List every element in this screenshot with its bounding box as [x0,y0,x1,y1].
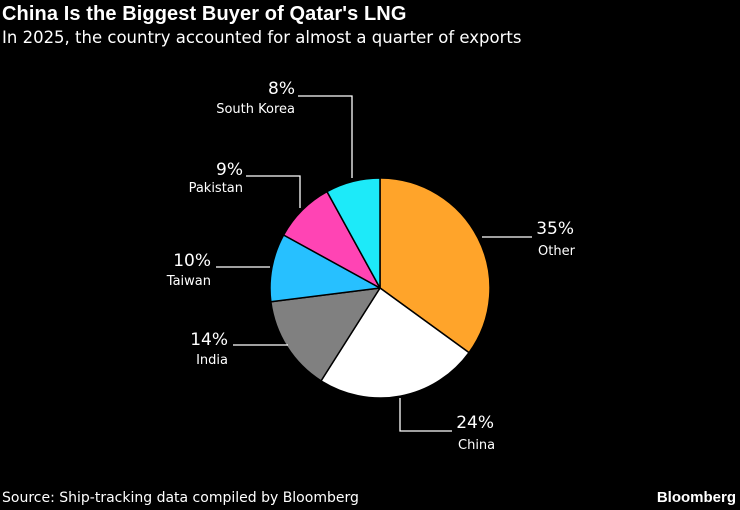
category-label-other: Other [538,244,576,259]
leader-line-south-korea [298,95,353,178]
value-label-other: 35% [536,219,574,239]
chart-subtitle: In 2025, the country accounted for almos… [2,28,522,47]
value-label-china: 24% [456,413,494,433]
slice-other [379,177,491,354]
slice-china [320,287,470,399]
category-label-china: China [458,438,495,453]
slice-south-korea [326,177,381,289]
value-label-south-korea: 8% [268,79,295,99]
source-note: Source: Ship-tracking data compiled by B… [2,490,359,506]
category-label-pakistan: Pakistan [189,181,243,196]
leader-line-pakistan [246,175,301,208]
slice-india [270,287,381,382]
leader-line-china [399,398,452,432]
category-label-taiwan: Taiwan [166,274,211,289]
pie-slices [269,177,491,399]
value-label-india: 14% [190,330,228,350]
category-label-india: India [196,353,228,368]
slice-labels: 35% Other 24% China 14% India 10% Taiwan 9%Pakis… [166,79,576,453]
value-label-taiwan: 10% [173,251,211,271]
value-label-pakistan: 9% [216,160,243,180]
bloomberg-logo: Bloomberg [656,489,736,506]
chart-title: China Is the Biggest Buyer of Qatar's LN… [2,3,407,25]
leader-lines [216,95,532,432]
category-label-south-korea: South Korea [216,102,295,117]
